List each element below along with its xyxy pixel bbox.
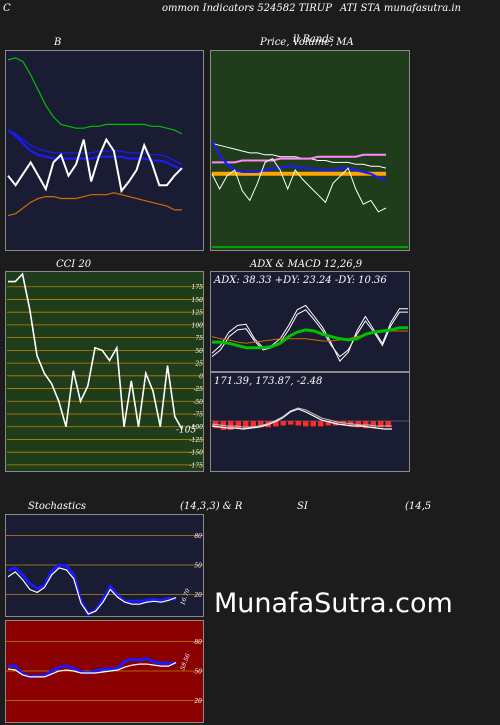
price-series-3 [211,140,387,181]
rsi-last-label: 58.56 [179,653,192,672]
price-series-1 [212,153,386,164]
adx-series-1 [211,309,408,358]
macd-hist-bar-9 [280,421,286,426]
rsi-title: SI [297,501,308,512]
macd-hist-bar-14 [318,421,324,427]
adx-values-label: ADX: 38.33 +DY: 23.24 -DY: 10.36 [214,275,387,286]
bollinger-series-1 [7,129,183,171]
price-title: Price, Volume, MA [260,37,354,48]
macd-hist-bar-19 [355,421,361,428]
stoch-last-label: 16.70 [179,588,192,607]
cci-tick-0: 175 [192,284,204,291]
macd-hist-bar-11 [295,421,301,426]
cci-tick-5: 50 [195,348,203,355]
adx-series-3 [212,326,408,350]
cci-tick-13: -150 [190,450,204,457]
macd-values-label: 171.39, 173.87, -2.48 [214,376,323,387]
bollinger-title: B [54,37,62,48]
adx-panel [210,271,410,372]
stoch-tick-2: 20 [193,592,202,599]
macd-hist-bar-15 [325,421,331,426]
cci-tick-4: 75 [195,335,203,342]
cci-tick-7: 0 [199,373,203,380]
stoch-series-0 [7,563,177,617]
watermark: MunafaSutra.com [214,588,453,619]
cci-last-label: -105 [176,425,196,435]
cci-tick-6: 25 [194,361,203,368]
cci-tick-12: -125 [190,437,204,444]
macd-hist-bar-5 [250,421,256,429]
macd-series-1 [211,407,392,428]
stoch-tick-0: 80 [194,533,202,540]
cci-tick-1: 150 [192,297,204,304]
macd-hist-bar-21 [370,421,376,429]
header-left: C [3,3,11,14]
rsi-tick-1: 50 [194,669,202,676]
header-right: ATI STA munafasutra.in [340,3,461,14]
cci-tick-8: -25 [193,386,203,393]
stoch-tick-1: 50 [194,563,202,570]
macd-hist-bar-10 [288,421,294,425]
price-series-4 [211,157,387,213]
rsi-tick-2: 20 [193,698,202,705]
price-title-overlay: ll Bands [293,34,334,45]
rsi-series-0 [8,656,176,679]
macd-hist-bar-6 [258,421,264,428]
macd-hist-bar-8 [273,421,279,427]
cci-tick-14: -175 [190,462,204,469]
cci-panel [5,271,204,472]
rsi-tick-0: 80 [194,639,202,646]
stoch-series-1 [7,567,177,615]
bollinger-series-2 [7,129,183,165]
macd-hist-bar-23 [385,421,391,428]
price-panel [210,50,410,251]
cci-tick-11: -100 [190,424,204,431]
macd-hist-bar-22 [378,421,384,428]
cci-tick-10: -75 [193,412,203,419]
bollinger-series-4 [7,192,182,217]
cci-tick-2: 125 [192,310,204,317]
cci-tick-9: -50 [193,399,203,406]
adx-series-0 [211,304,408,362]
header-middle: ommon Indicators 524582 TIRUP [162,3,332,14]
rsi-series-1 [7,662,177,678]
macd-hist-bar-4 [243,421,249,430]
macd-hist-bar-12 [303,421,309,427]
cci-title: CCI 20 [56,259,92,270]
macd-hist-bar-3 [235,421,241,430]
cci-tick-3: 100 [192,322,204,329]
bollinger-series-3 [7,137,183,194]
stoch-params: (14,3,3) & R [180,501,243,512]
macd-hist-bar-13 [310,421,316,427]
rsi-params: (14,5 [405,501,432,512]
cci-series-0 [8,272,183,430]
macd-series-0 [211,408,392,430]
adx-title: ADX & MACD 12,26,9 [250,259,363,270]
stoch-title: Stochastics [28,501,86,512]
bollinger-series-0 [7,57,183,135]
